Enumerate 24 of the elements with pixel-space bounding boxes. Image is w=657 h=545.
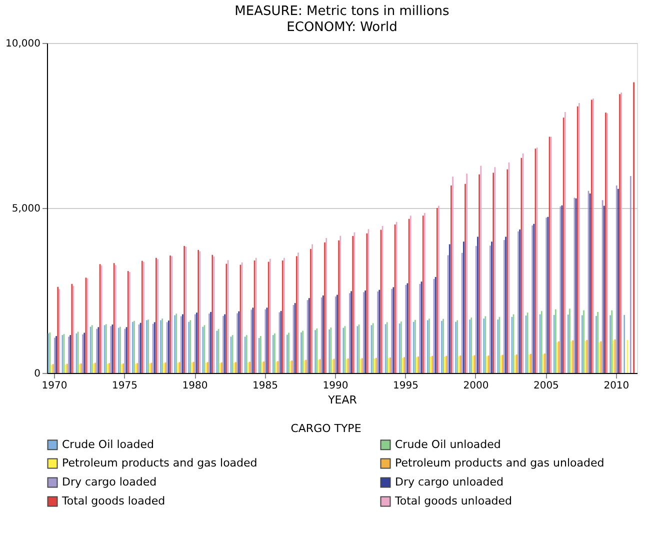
x-axis-title: YEAR (327, 394, 358, 406)
x-tick-label: 2000 (463, 380, 489, 392)
legend-label: Petroleum products and gas loaded (62, 456, 258, 470)
x-tick-label: 1990 (322, 380, 348, 392)
chart-title: MEASURE: Metric tons in millions (234, 4, 450, 19)
x-tick-label: 1980 (182, 380, 208, 392)
y-tick-label: 10,000 (6, 38, 40, 50)
chart-subtitle: ECONOMY: World (286, 20, 398, 35)
x-tick-label: 1975 (112, 380, 138, 392)
legend-label: Dry cargo loaded (62, 476, 157, 488)
x-tick-label: 2005 (533, 380, 559, 392)
y-tick-label: 0 (34, 368, 40, 380)
y-tick-label: 5,000 (12, 204, 40, 214)
legend-title: CARGO TYPE (290, 422, 362, 435)
legend-label: Petroleum products and gas unloaded (395, 456, 604, 470)
x-tick-label: 1970 (42, 380, 68, 392)
legend-label: Crude Oil loaded (62, 438, 154, 451)
legend-label: Crude Oil unloaded (395, 438, 501, 451)
x-tick-label: 1985 (252, 380, 278, 392)
x-tick-label: 2010 (604, 380, 630, 392)
legend-label: Total goods loaded (61, 494, 166, 508)
legend-label: Total goods unloaded (394, 494, 512, 508)
legend-label: Dry cargo unloaded (395, 476, 504, 488)
x-tick-label: 1995 (392, 380, 418, 392)
